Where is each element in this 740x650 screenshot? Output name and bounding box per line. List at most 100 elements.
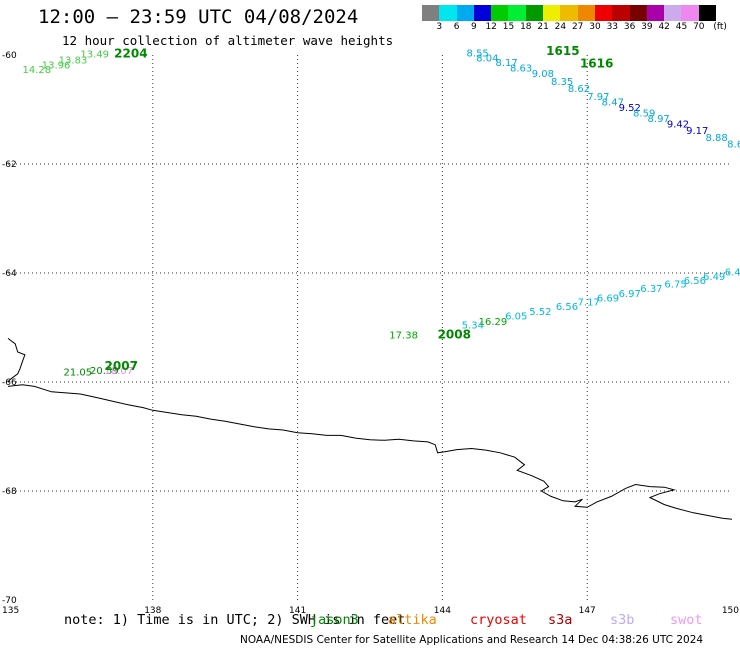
lat-tick-label: -64: [2, 269, 17, 279]
satellite-legend-jason3: jason3: [310, 612, 359, 628]
wave-height-label: 16.29: [479, 317, 508, 328]
colorbar-label: 36: [623, 22, 636, 32]
wave-height-label: 8.62: [568, 84, 590, 95]
lat-tick-label: -60: [2, 51, 17, 61]
colorbar-label: 33: [606, 22, 619, 32]
wave-height-label: 8.55: [467, 49, 489, 60]
satellite-legend-cryosat: cryosat: [470, 612, 527, 628]
colorbar-swatch: [612, 5, 630, 21]
colorbar-label: 21: [537, 22, 549, 32]
colorbar-swatch: [508, 5, 526, 21]
colorbar-swatch: [525, 5, 544, 21]
satellite-legend-s3a: s3a: [548, 612, 573, 628]
wave-height-label: 20.59: [90, 366, 119, 377]
wave-height-label: 9.08: [532, 69, 554, 80]
wave-height-label: 13.96: [42, 61, 71, 72]
colorbar-label: 3: [436, 22, 443, 32]
lon-tick-label: 141: [289, 606, 306, 616]
satellite-legend-altika: altika: [388, 612, 437, 628]
lon-tick-label: 147: [579, 606, 596, 616]
colorbar-swatch: [594, 5, 613, 21]
colorbar-label: 45: [675, 22, 688, 32]
map-title: 12:00 – 23:59 UTC 04/08/2024: [38, 6, 359, 28]
map-subtitle: 12 hour collection of altimeter wave hei…: [62, 33, 394, 48]
lon-tick-label: 144: [434, 606, 451, 616]
lon-tick-label: 135: [2, 606, 19, 616]
wave-height-label: 14.28: [22, 65, 51, 76]
wave-height-label: 21.05: [64, 367, 93, 378]
colorbar-label: 18: [520, 22, 532, 32]
wave-height-label: 18.07: [105, 366, 134, 377]
wave-height-label: 5.52: [529, 307, 551, 318]
satellite-legend-swot: swot: [670, 612, 703, 628]
wave-height-label: 9.42: [667, 119, 689, 130]
wave-height-label: 6.97: [619, 289, 641, 300]
wave-height-label: 9.52: [619, 103, 641, 114]
lat-tick-label: -68: [2, 487, 17, 497]
pass-time-label: 2007: [105, 359, 138, 373]
wave-height-label: 8.47: [602, 98, 624, 109]
wave-height-label: 7.97: [587, 92, 609, 103]
wave-height-label: 6.56: [684, 276, 706, 287]
colorbar-swatch: [681, 5, 699, 21]
colorbar-swatch: [577, 5, 595, 21]
lon-tick-label: 138: [144, 606, 161, 616]
wave-height-label: 6.75: [664, 280, 686, 291]
colorbar-label: 24: [554, 22, 567, 32]
colorbar-swatch: [456, 5, 474, 21]
wave-height-label: 13.49: [80, 50, 109, 61]
colorbar-swatch: [646, 5, 665, 21]
wave-height-label: 6.49: [703, 272, 725, 283]
colorbar-label: 6: [453, 22, 460, 32]
lat-tick-label: -70: [2, 596, 17, 606]
colorbar-labels: 3 6 9 12 15 18 21 24 27 30 33 36 39 42 45 70 (ft): [422, 22, 740, 34]
lon-tick-label: 150: [722, 606, 739, 616]
pass-time-label: 2008: [438, 327, 471, 341]
pass-time-label: 2204: [114, 47, 147, 61]
wave-height-label: 8.35: [551, 77, 573, 88]
colorbar-unit: (ft): [713, 22, 727, 32]
colorbar-swatch: [543, 5, 561, 21]
colorbar-swatch: [422, 5, 440, 21]
axis-labels: 135 138 141 144 147 150 -60 -62 -64 -66 -68 -70: [2, 51, 739, 616]
colorbar-label: 15: [502, 22, 515, 32]
colorbar-label: 39: [641, 22, 653, 32]
colorbar-swatch: [473, 5, 492, 21]
footer-note: note: 1) Time is in UTC; 2) SWH is in fe…: [64, 612, 406, 628]
wave-height-label: 6.56: [556, 302, 578, 313]
lat-tick-label: -62: [2, 160, 17, 170]
wave-height-label: 8.97: [648, 114, 670, 125]
colorbar-label: 12: [485, 22, 497, 32]
colorbar-swatch: [439, 5, 457, 21]
wave-height-label: 8.64: [727, 140, 740, 151]
colorbar-label: 30: [589, 22, 601, 32]
track-b: 8.558.048.178.63 9.088.358.627.978.479.52…: [467, 44, 740, 151]
wave-height-label: 13.83: [59, 56, 88, 67]
colorbar-label: 9: [471, 22, 477, 32]
colorbar-swatch: [560, 5, 578, 21]
wave-height-label: 8.63: [510, 63, 532, 74]
credit-line: NOAA/NESDIS Center for Satellite Applica…: [240, 634, 704, 646]
coastline-segment: [7, 338, 26, 383]
wave-height-label: 6.4: [725, 268, 740, 279]
wave-height-label: 9.17: [686, 126, 708, 137]
colorbar-label: 70: [693, 22, 705, 32]
colorbar-label: 27: [571, 22, 584, 32]
wave-height-label: 6.69: [597, 293, 619, 304]
wave-height-label: 6.05: [505, 311, 527, 322]
wave-height-label: 7.17: [578, 298, 600, 309]
coastline-segment: [7, 384, 733, 520]
coastline: [7, 338, 733, 520]
wave-height-label: 6.37: [640, 284, 662, 295]
colorbar-swatch: [629, 5, 647, 21]
lat-tick-label: -66: [2, 378, 17, 388]
colorbar-swatch: [698, 5, 717, 21]
graticule: [8, 55, 732, 600]
pass-time-label: 1616: [580, 57, 613, 71]
wave-height-label: 8.04: [476, 54, 498, 65]
